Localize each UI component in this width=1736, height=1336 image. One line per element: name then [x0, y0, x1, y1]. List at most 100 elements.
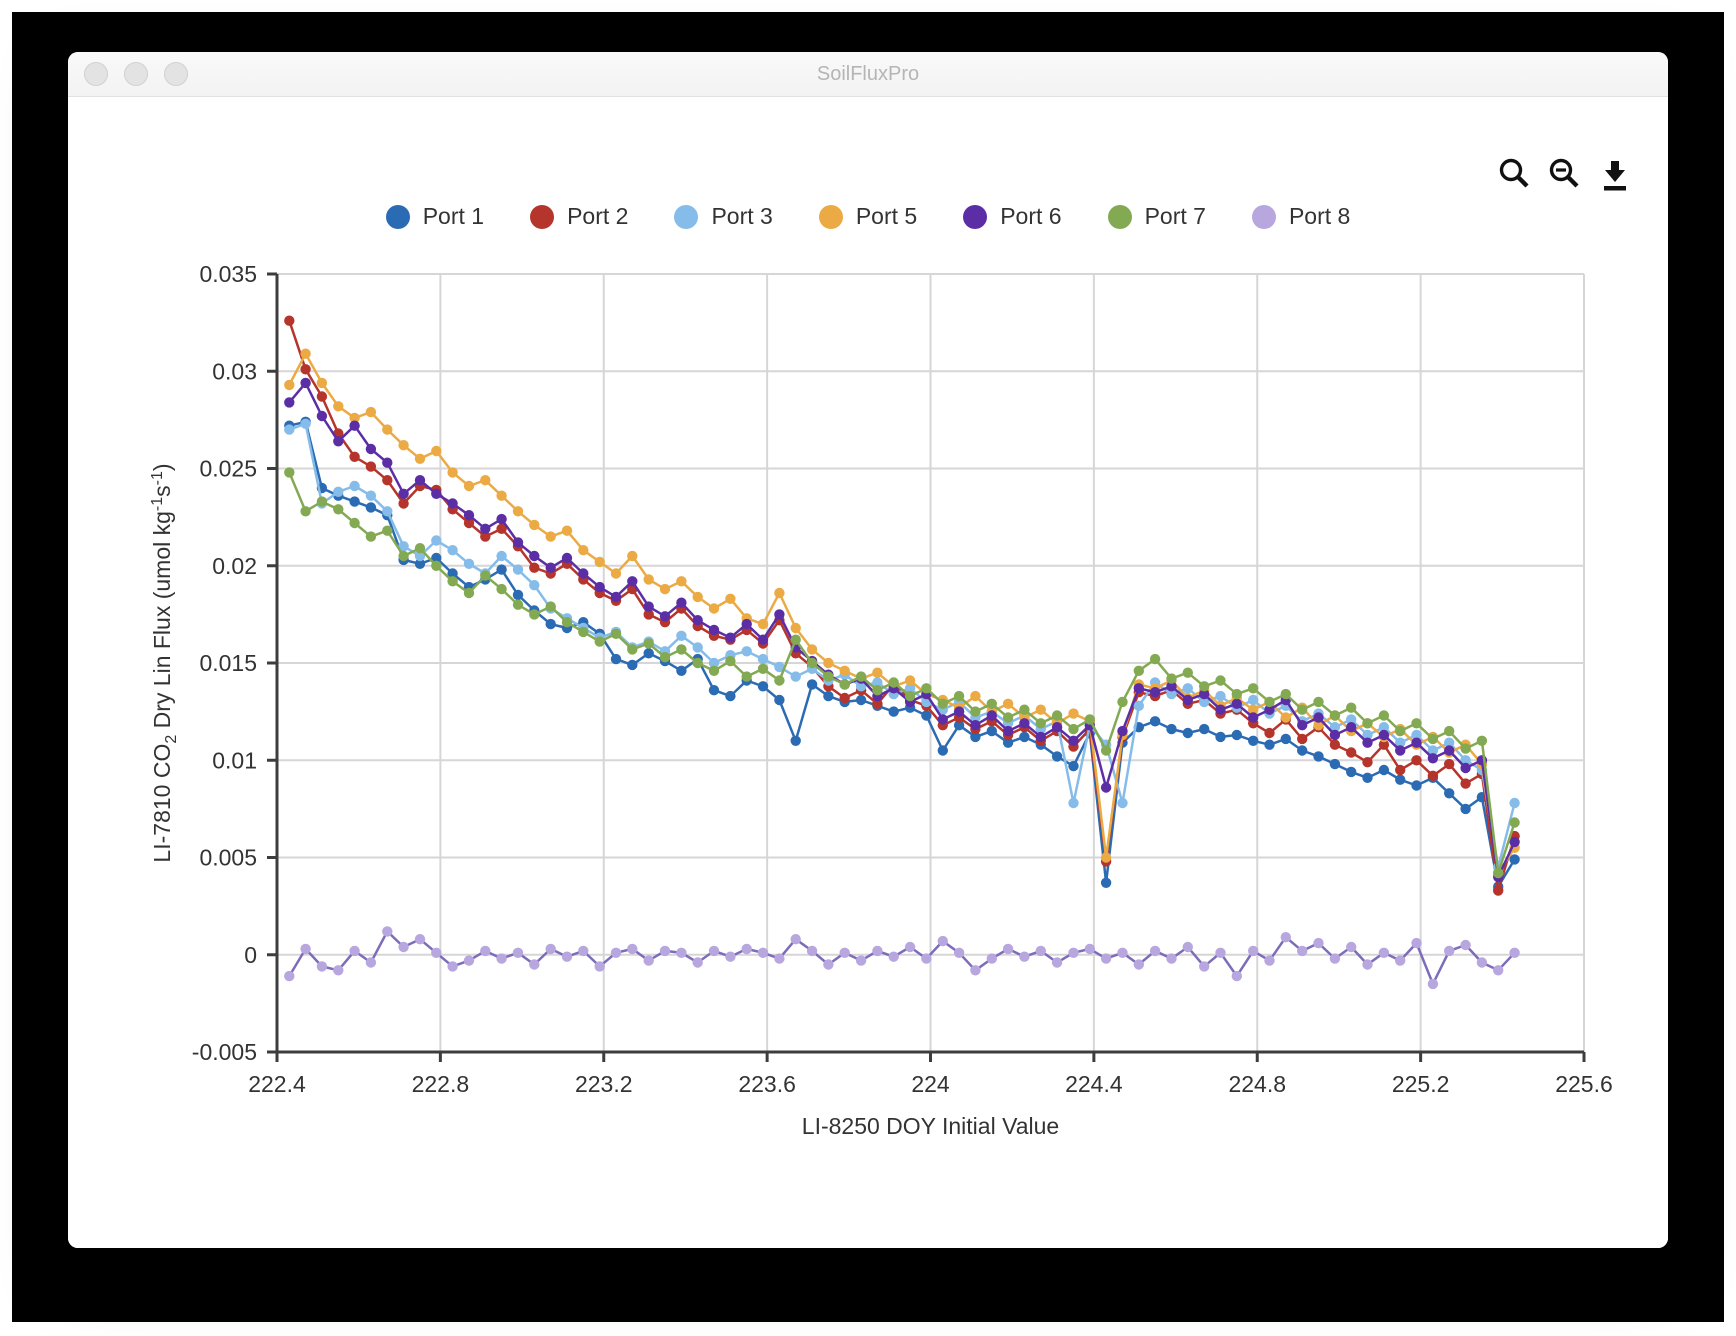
y-tick-label: 0: [244, 942, 257, 968]
data-point: [921, 953, 932, 964]
data-point: [463, 955, 475, 966]
data-point: [1329, 739, 1341, 750]
data-point: [414, 475, 426, 486]
data-point: [1378, 947, 1390, 958]
data-point: [512, 537, 524, 548]
x-tick-label: 223.6: [738, 1071, 796, 1097]
data-point: [888, 677, 899, 688]
data-point: [480, 475, 491, 486]
data-point: [1395, 764, 1406, 776]
data-point: [496, 490, 507, 501]
data-point: [953, 720, 965, 731]
chart-toolbar: [1498, 155, 1632, 195]
data-point: [1264, 955, 1275, 966]
data-point: [659, 583, 671, 595]
data-point: [1444, 745, 1455, 756]
data-point: [757, 663, 769, 674]
y-tick-label: -0.005: [192, 1039, 257, 1065]
data-point: [1248, 735, 1259, 746]
data-point: [512, 599, 524, 610]
data-point: [1297, 745, 1308, 756]
data-point: [1166, 681, 1177, 692]
data-point: [398, 550, 409, 562]
data-point: [1117, 947, 1128, 958]
zoom-in-button[interactable]: [1498, 155, 1532, 195]
data-point: [1051, 957, 1063, 968]
data-point: [1297, 704, 1308, 715]
data-point: [1199, 723, 1210, 735]
data-point: [1264, 704, 1275, 715]
data-point: [1427, 733, 1439, 745]
legend-swatch-port-6: [963, 204, 988, 229]
data-point: [904, 941, 916, 953]
data-point: [1051, 751, 1063, 762]
data-point: [1362, 737, 1373, 748]
legend-swatch-port-7: [1107, 204, 1132, 229]
data-point: [496, 523, 507, 534]
zoom-out-button[interactable]: [1548, 155, 1582, 195]
data-point: [1378, 710, 1390, 721]
legend-item-port-6[interactable]: Port 6: [963, 203, 1062, 230]
data-point: [431, 947, 442, 958]
legend-item-port-3[interactable]: Port 3: [674, 203, 773, 230]
data-point: [953, 690, 965, 702]
x-tick-label: 223.2: [575, 1071, 633, 1097]
data-point: [953, 706, 965, 717]
data-point: [1411, 937, 1422, 949]
data-point: [1117, 797, 1128, 809]
data-point: [1215, 704, 1226, 715]
data-point: [480, 570, 491, 581]
window-zoom-button[interactable]: [164, 62, 188, 86]
data-point: [725, 632, 736, 643]
legend-item-port-1[interactable]: Port 1: [385, 203, 484, 230]
data-point: [708, 685, 720, 696]
data-point: [431, 445, 442, 457]
data-point: [1100, 852, 1112, 863]
data-point: [1444, 945, 1455, 957]
data-point: [872, 677, 883, 688]
data-point: [333, 965, 344, 976]
legend-swatch-port-3: [674, 204, 699, 229]
data-point: [1411, 737, 1422, 748]
data-point: [741, 618, 752, 630]
data-point: [643, 955, 654, 966]
data-point: [1068, 760, 1079, 772]
data-point: [1231, 729, 1243, 741]
y-tick-label: 0.005: [199, 845, 257, 871]
legend-item-port-7[interactable]: Port 7: [1107, 203, 1206, 230]
window-titlebar[interactable]: SoilFluxPro: [68, 52, 1668, 97]
y-tick-label: 0.02: [212, 553, 257, 579]
data-point: [1100, 953, 1112, 964]
legend-item-port-8[interactable]: Port 8: [1251, 203, 1350, 230]
window-minimize-button[interactable]: [124, 62, 148, 86]
data-point: [1313, 696, 1324, 708]
data-point: [447, 545, 458, 556]
x-axis-title: LI-8250 DOY Initial Value: [802, 1113, 1059, 1139]
data-point: [708, 945, 720, 957]
data-point: [1313, 937, 1324, 949]
data-point: [986, 725, 997, 737]
legend-item-port-2[interactable]: Port 2: [530, 203, 628, 230]
data-point: [1493, 867, 1504, 879]
data-point: [921, 710, 932, 721]
legend-item-port-5[interactable]: Port 5: [818, 203, 917, 230]
data-point: [970, 690, 981, 702]
legend-swatch-port-8: [1251, 204, 1276, 229]
data-point: [790, 934, 801, 945]
data-point: [676, 644, 687, 655]
data-point: [529, 580, 540, 591]
y-tick-label: 0.03: [212, 358, 257, 384]
data-point: [1313, 720, 1324, 731]
download-button[interactable]: [1598, 155, 1632, 195]
data-point: [1215, 731, 1226, 743]
data-point: [1019, 718, 1030, 729]
data-point: [284, 397, 295, 408]
data-point: [561, 617, 573, 628]
window-close-button[interactable]: [84, 62, 108, 86]
data-point: [480, 531, 491, 542]
data-point: [1100, 745, 1112, 756]
flux-chart[interactable]: 222.4 222.8 223.2 223.6 224 224.4 224.8 225.2 22…: [68, 97, 1668, 1248]
data-point: [627, 576, 638, 587]
data-point: [1199, 961, 1210, 972]
data-point: [1264, 739, 1275, 750]
